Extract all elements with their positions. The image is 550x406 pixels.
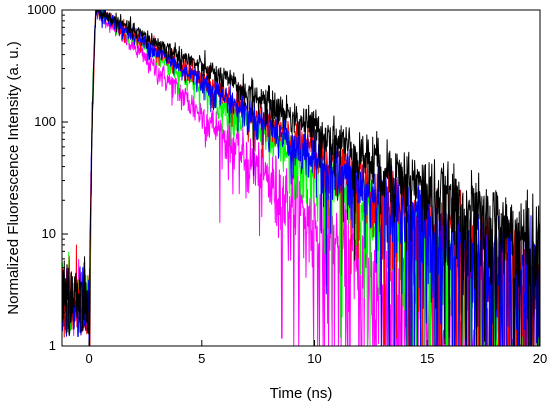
x-axis-label: Time (ns) (270, 385, 333, 402)
x-tick-label: 20 (533, 351, 547, 366)
y-tick-label: 1 (49, 338, 56, 353)
x-tick-label: 15 (420, 351, 434, 366)
decay-series-line (61, 9, 541, 347)
y-tick-label: 10 (42, 226, 56, 241)
x-tick-label: 10 (307, 351, 321, 366)
axis-ticks: 0 5 10 15 20 1 10 100 1000 (27, 2, 547, 366)
x-tick-label: 5 (198, 351, 205, 366)
y-tick-label: 100 (34, 114, 56, 129)
plot-lines (61, 9, 541, 347)
plot-frame (61, 9, 541, 347)
y-tick-label: 1000 (27, 2, 56, 17)
decay-series-line (61, 9, 541, 347)
x-tick-label: 0 (85, 351, 92, 366)
y-axis-label: Normalized Fluorescence Intensity (a. u.… (5, 41, 22, 314)
